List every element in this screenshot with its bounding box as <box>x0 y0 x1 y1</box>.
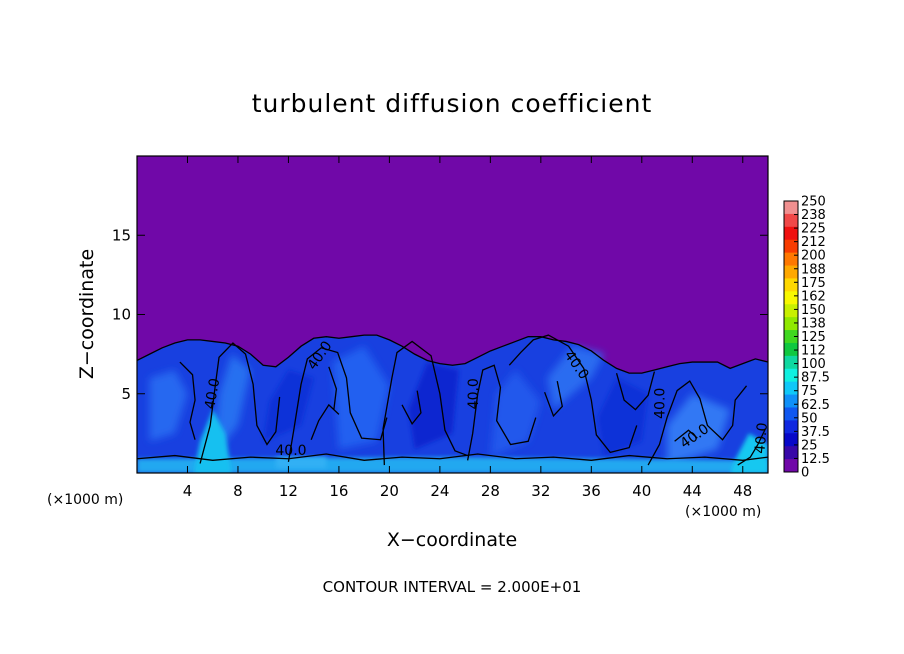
contour-line <box>199 342 281 464</box>
x-tick-label: 36 <box>582 482 601 500</box>
colorbar-swatch <box>784 446 798 460</box>
contour-lines <box>137 334 768 466</box>
x-axis-unit-right: (×1000 m) <box>685 504 761 520</box>
colorbar-label: 87.5 <box>801 371 830 386</box>
colorbar-swatch <box>784 342 798 357</box>
turbulent-structure <box>547 346 604 410</box>
colorbar-label: 200 <box>801 249 826 264</box>
x-tick-label: 32 <box>531 482 550 500</box>
chart-title: turbulent diffusion coefficient <box>252 89 653 118</box>
x-tick-label: 12 <box>279 482 298 500</box>
contour-line <box>544 380 563 418</box>
colorbar-swatch <box>784 459 798 473</box>
colorbar-swatch <box>784 330 798 344</box>
contour-line <box>179 361 196 440</box>
x-axis-label: X−coordinate <box>387 529 517 551</box>
colorbar-swatch <box>784 394 798 408</box>
colorbar-label: 12.5 <box>801 452 830 467</box>
colorbar-swatch <box>784 304 798 318</box>
turbulent-structure <box>597 377 649 458</box>
turbulent-structure <box>149 369 188 442</box>
colorbar-swatch <box>784 265 798 279</box>
colorbar-swatch <box>784 213 798 228</box>
colorbar-label: 100 <box>801 357 826 372</box>
colorbar-swatch <box>784 278 798 292</box>
contour-label: 40.0 <box>202 377 223 410</box>
contour-line <box>737 428 767 466</box>
colorbar-label: 62.5 <box>801 398 830 413</box>
y-tick-label: 5 <box>121 385 131 403</box>
colorbar-label: 112 <box>801 344 826 359</box>
y-axis-label: Z−coordinate <box>76 249 98 379</box>
colorbar-swatch <box>784 433 798 447</box>
x-axis-unit-left: (×1000 m) <box>47 492 123 508</box>
colorbar-swatch <box>784 355 798 370</box>
contour-line <box>647 380 748 466</box>
contour-line <box>137 453 768 461</box>
y-axis-ticks: 5 10 15 <box>112 226 768 403</box>
turbulent-structure <box>332 346 390 450</box>
colorbar-label: 225 <box>801 222 826 237</box>
x-tick-label: 20 <box>380 482 399 500</box>
x-tick-label: 8 <box>233 482 243 500</box>
colorbar-label: 50 <box>801 411 818 426</box>
contour-line <box>401 390 422 426</box>
x-tick-label: 44 <box>683 482 702 500</box>
turbulent-structure <box>193 409 232 473</box>
contour-line <box>328 366 338 410</box>
turbulent-structure <box>408 362 459 450</box>
colorbar-label: 238 <box>801 208 826 223</box>
colorbar-swatch <box>784 407 798 421</box>
colorbar-swatch <box>784 381 798 396</box>
colorbar-swatch <box>784 420 798 434</box>
turbulent-structure <box>490 369 541 458</box>
x-tick-label: 16 <box>329 482 348 500</box>
colorbar-label: 125 <box>801 330 826 345</box>
colorbar-swatch <box>784 291 798 305</box>
colorbar-swatch <box>784 368 798 383</box>
colorbar-label: 0 <box>801 466 809 481</box>
colorbar-swatch <box>784 226 798 241</box>
contour-line <box>508 334 638 454</box>
x-axis-ticks: 4 8 12 16 20 24 28 32 36 40 44 48 <box>183 156 752 500</box>
colorbar-swatch <box>784 252 798 267</box>
contour-line <box>467 364 537 461</box>
x-tick-label: 40 <box>632 482 651 500</box>
turbulent-structure <box>667 393 731 466</box>
contour-line <box>287 347 388 463</box>
x-tick-label: 48 <box>733 482 752 500</box>
colorbar-label: 188 <box>801 262 826 277</box>
contour-line <box>615 371 656 411</box>
contour-label: 40.0 <box>466 378 482 409</box>
colorbar-label: 212 <box>801 235 826 250</box>
colorbar-label: 37.5 <box>801 425 830 440</box>
contour-label: 40.0 <box>275 443 306 459</box>
x-tick-label: 28 <box>481 482 500 500</box>
turbulent-structure <box>137 457 768 473</box>
colorbar-label: 138 <box>801 316 826 331</box>
x-tick-label: 4 <box>183 482 193 500</box>
contour-line <box>382 340 468 466</box>
x-tick-label: 24 <box>430 482 449 500</box>
contour-labels: 40.040.040.040.040.040.040.0 40.0 <box>202 338 771 459</box>
contour-interval-note: CONTOUR INTERVAL = 2.000E+01 <box>323 578 582 596</box>
colorbar-label: 25 <box>801 438 818 453</box>
contour-label: 40.0 <box>653 388 669 419</box>
plot-area: 40.040.040.040.040.040.040.0 40.0 4 8 12 16 2… <box>112 155 771 500</box>
contour-label: 40.0 <box>752 422 771 454</box>
colorbar-label: 75 <box>801 384 818 399</box>
y-tick-label: 10 <box>112 306 131 324</box>
contour-outer-envelope <box>137 334 768 374</box>
colorbar-label: 150 <box>801 303 826 318</box>
colorbar-label: 175 <box>801 276 826 291</box>
colorbar-label: 162 <box>801 289 826 304</box>
colorbar-swatch <box>784 201 798 215</box>
colorbar-swatch <box>784 317 798 331</box>
colorbar: 2502382252122001881751621501381251121008… <box>783 195 830 481</box>
colorbar-label: 250 <box>801 195 826 210</box>
colorbar-swatch <box>784 239 798 254</box>
contour-line <box>674 429 698 442</box>
y-tick-label: 15 <box>112 226 131 244</box>
